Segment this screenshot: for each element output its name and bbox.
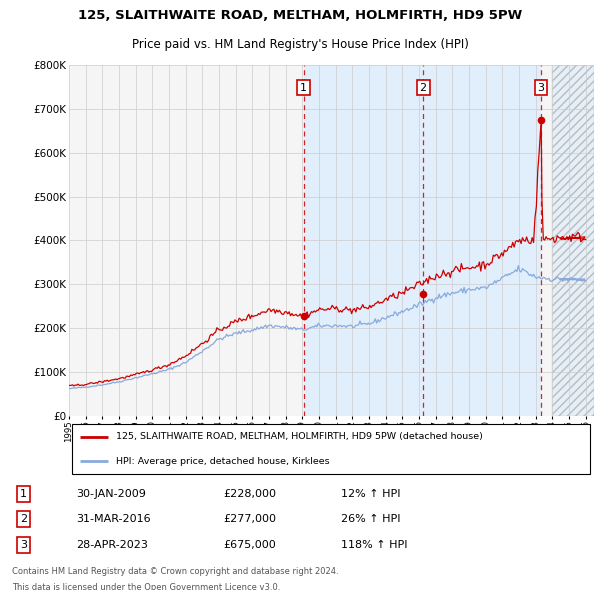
Text: Contains HM Land Registry data © Crown copyright and database right 2024.: Contains HM Land Registry data © Crown c… bbox=[12, 566, 338, 576]
Text: 1: 1 bbox=[20, 489, 27, 499]
Text: 2: 2 bbox=[419, 83, 427, 93]
Text: This data is licensed under the Open Government Licence v3.0.: This data is licensed under the Open Gov… bbox=[12, 583, 280, 590]
Text: 125, SLAITHWAITE ROAD, MELTHAM, HOLMFIRTH, HD9 5PW (detached house): 125, SLAITHWAITE ROAD, MELTHAM, HOLMFIRT… bbox=[116, 432, 483, 441]
Text: 26% ↑ HPI: 26% ↑ HPI bbox=[341, 514, 401, 525]
Bar bbox=[304, 65, 541, 416]
Text: 1: 1 bbox=[300, 83, 307, 93]
Text: 12% ↑ HPI: 12% ↑ HPI bbox=[341, 489, 401, 499]
Text: 118% ↑ HPI: 118% ↑ HPI bbox=[341, 540, 407, 550]
Text: £277,000: £277,000 bbox=[224, 514, 277, 525]
Text: 3: 3 bbox=[20, 540, 27, 550]
Text: Price paid vs. HM Land Registry's House Price Index (HPI): Price paid vs. HM Land Registry's House … bbox=[131, 38, 469, 51]
Text: 31-MAR-2016: 31-MAR-2016 bbox=[77, 514, 151, 525]
Text: £675,000: £675,000 bbox=[224, 540, 277, 550]
Text: 125, SLAITHWAITE ROAD, MELTHAM, HOLMFIRTH, HD9 5PW: 125, SLAITHWAITE ROAD, MELTHAM, HOLMFIRT… bbox=[78, 9, 522, 22]
Text: HPI: Average price, detached house, Kirklees: HPI: Average price, detached house, Kirk… bbox=[116, 457, 330, 466]
Text: 2: 2 bbox=[20, 514, 27, 525]
Text: 28-APR-2023: 28-APR-2023 bbox=[77, 540, 148, 550]
Text: 3: 3 bbox=[538, 83, 545, 93]
Text: £228,000: £228,000 bbox=[224, 489, 277, 499]
Text: 30-JAN-2009: 30-JAN-2009 bbox=[77, 489, 146, 499]
FancyBboxPatch shape bbox=[71, 424, 590, 474]
